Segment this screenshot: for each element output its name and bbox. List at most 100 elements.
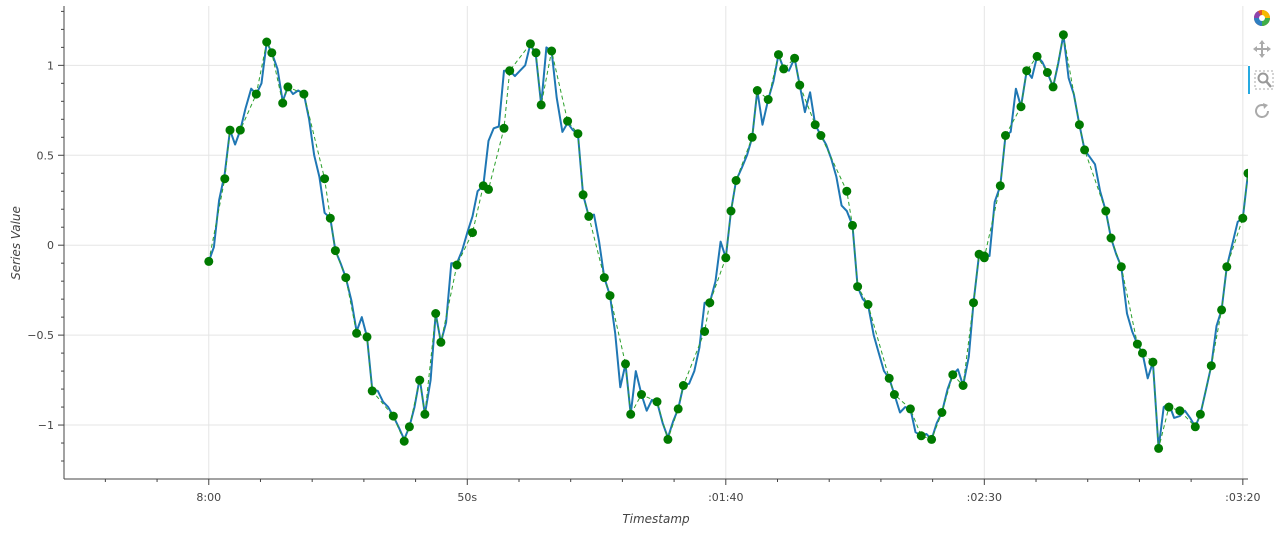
bokeh-logo[interactable] bbox=[1248, 4, 1276, 32]
grid-lines bbox=[64, 6, 1248, 479]
sample-marker bbox=[884, 373, 894, 383]
sample-marker bbox=[220, 174, 230, 184]
sample-marker bbox=[484, 184, 493, 194]
sample-marker bbox=[578, 190, 588, 200]
sample-marker bbox=[352, 328, 362, 338]
reset-tool-button[interactable] bbox=[1248, 97, 1276, 125]
sample-marker bbox=[889, 390, 899, 399]
sample-marker bbox=[267, 48, 277, 58]
sample-marker bbox=[1080, 145, 1090, 155]
sample-marker bbox=[325, 213, 335, 223]
sample-marker bbox=[752, 86, 762, 95]
x-axis-title: Timestamp bbox=[622, 512, 690, 526]
sample-marker bbox=[621, 359, 630, 369]
sample-marker bbox=[605, 291, 615, 301]
sample-marker bbox=[1132, 339, 1142, 349]
sample-marker bbox=[1243, 168, 1248, 178]
axes bbox=[58, 6, 1248, 485]
sample-marker bbox=[1195, 409, 1205, 419]
sample-marker bbox=[235, 125, 245, 135]
sample-marker bbox=[1138, 348, 1147, 358]
sample-marker bbox=[626, 409, 636, 419]
tick-labels: −1 −0.5 0 0.5 1 8:00 50s:01:40:02:30:03:20 bbox=[27, 59, 1260, 504]
sample-marker bbox=[652, 397, 662, 407]
sample-marker bbox=[810, 120, 820, 130]
noisy-series-line bbox=[207, 33, 1248, 450]
sample-marker bbox=[362, 332, 372, 342]
sample-marker bbox=[763, 95, 773, 104]
sample-marker bbox=[1190, 422, 1200, 432]
sample-marker bbox=[563, 116, 573, 126]
sample-marker bbox=[283, 82, 293, 92]
sample-marker bbox=[774, 50, 783, 60]
sample-marker bbox=[420, 409, 430, 419]
sample-marker bbox=[927, 434, 937, 444]
x-tick-label: 8:00 bbox=[196, 491, 221, 504]
pan-tool-icon bbox=[1253, 40, 1271, 58]
sample-marker bbox=[1048, 82, 1058, 92]
sample-marker bbox=[1022, 66, 1032, 76]
y-tick-label: 0.5 bbox=[37, 149, 55, 162]
sample-marker bbox=[726, 206, 736, 216]
sample-marker bbox=[204, 256, 214, 266]
chart-toolbar bbox=[1248, 4, 1278, 128]
sample-marker bbox=[731, 176, 741, 185]
sample-marker bbox=[779, 64, 789, 74]
sample-marker bbox=[1074, 120, 1084, 130]
sample-marker bbox=[1032, 51, 1042, 61]
sample-marker bbox=[320, 174, 330, 184]
sample-marker bbox=[505, 66, 515, 76]
sample-marker bbox=[905, 404, 915, 414]
sample-marker bbox=[225, 125, 235, 135]
sample-marker bbox=[299, 89, 309, 99]
sample-marker bbox=[388, 411, 398, 421]
sample-marker bbox=[1175, 406, 1185, 416]
sample-marker bbox=[673, 404, 683, 414]
sample-marker bbox=[969, 298, 978, 308]
y-tick-label: −1 bbox=[38, 419, 54, 432]
sample-marker bbox=[452, 260, 462, 270]
sample-marker bbox=[278, 98, 288, 108]
sample-marker bbox=[1106, 233, 1116, 243]
sample-marker bbox=[599, 273, 609, 283]
sample-marker bbox=[1058, 30, 1068, 40]
sample-marker bbox=[700, 327, 710, 336]
sample-marker bbox=[1116, 262, 1126, 272]
sample-marker bbox=[499, 123, 509, 133]
sample-marker bbox=[663, 434, 673, 444]
sample-marker bbox=[573, 129, 583, 139]
sample-marker bbox=[848, 220, 857, 230]
sample-marker bbox=[863, 300, 873, 309]
sample-marker bbox=[251, 89, 261, 99]
sample-marker bbox=[747, 132, 757, 142]
sample-marker bbox=[436, 337, 446, 347]
sample-marker bbox=[705, 298, 715, 308]
sample-marker bbox=[1217, 305, 1227, 315]
sample-marker bbox=[958, 381, 968, 390]
sample-marker bbox=[415, 375, 425, 385]
sample-marker bbox=[547, 46, 557, 56]
sample-marker bbox=[431, 309, 441, 318]
bokeh-logo-icon bbox=[1253, 10, 1270, 26]
sample-marker bbox=[262, 37, 272, 47]
sample-marker bbox=[1154, 443, 1164, 453]
sample-marker bbox=[584, 211, 594, 221]
y-tick-label: −0.5 bbox=[27, 329, 54, 342]
sample-marker bbox=[1206, 361, 1216, 371]
sample-marker bbox=[1016, 102, 1026, 112]
sample-marker bbox=[399, 436, 409, 446]
pan-tool-button[interactable] bbox=[1248, 35, 1276, 63]
box-zoom-tool-button[interactable] bbox=[1248, 66, 1278, 94]
sample-marker bbox=[948, 370, 958, 380]
sample-marker bbox=[721, 253, 731, 263]
sample-marker bbox=[367, 386, 377, 396]
x-tick-label: 50s bbox=[457, 491, 477, 504]
sample-marker bbox=[937, 408, 947, 417]
x-tick-label: :01:40 bbox=[708, 491, 743, 504]
x-tick-label: :02:30 bbox=[967, 491, 1002, 504]
box-zoom-tool-icon bbox=[1254, 70, 1274, 90]
x-tick-label: :03:20 bbox=[1225, 491, 1260, 504]
sample-marker bbox=[795, 80, 805, 90]
y-tick-label: 0 bbox=[47, 239, 54, 252]
